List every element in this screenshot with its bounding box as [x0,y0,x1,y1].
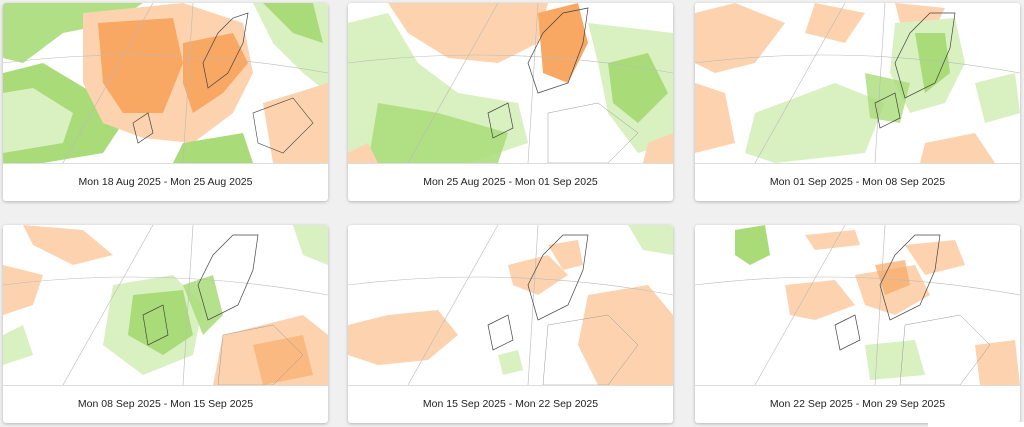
forecast-card-5[interactable]: Mon 15 Sep 2025 - Mon 22 Sep 2025 [348,225,673,423]
card-divider [695,163,1020,164]
credit-strip [928,422,1024,427]
forecast-card-6[interactable]: Mon 22 Sep 2025 - Mon 29 Sep 2025 [695,225,1020,423]
forecast-card-4[interactable]: Mon 08 Sep 2025 - Mon 15 Sep 2025 [3,225,328,423]
anomaly-map-4 [3,225,328,385]
anomaly-map-1 [3,3,328,163]
card-divider [3,385,328,386]
forecast-card-2[interactable]: Mon 25 Aug 2025 - Mon 01 Sep 2025 [348,3,673,201]
period-caption: Mon 15 Sep 2025 - Mon 22 Sep 2025 [422,398,599,410]
card-divider [3,163,328,164]
period-caption: Mon 25 Aug 2025 - Mon 01 Sep 2025 [423,176,598,188]
forecast-card-1[interactable]: Mon 18 Aug 2025 - Mon 25 Aug 2025 [3,3,328,201]
anomaly-map-3 [695,3,1020,163]
forecast-card-3[interactable]: Mon 01 Sep 2025 - Mon 08 Sep 2025 [695,3,1020,201]
period-caption: Mon 08 Sep 2025 - Mon 15 Sep 2025 [77,398,254,410]
period-caption: Mon 22 Sep 2025 - Mon 29 Sep 2025 [769,398,946,410]
period-caption: Mon 01 Sep 2025 - Mon 08 Sep 2025 [769,176,946,188]
card-divider [348,385,673,386]
anomaly-map-2 [348,3,673,163]
card-divider [348,163,673,164]
anomaly-map-5 [348,225,673,385]
card-divider [695,385,1020,386]
period-caption: Mon 18 Aug 2025 - Mon 25 Aug 2025 [78,176,253,188]
anomaly-map-6 [695,225,1020,385]
